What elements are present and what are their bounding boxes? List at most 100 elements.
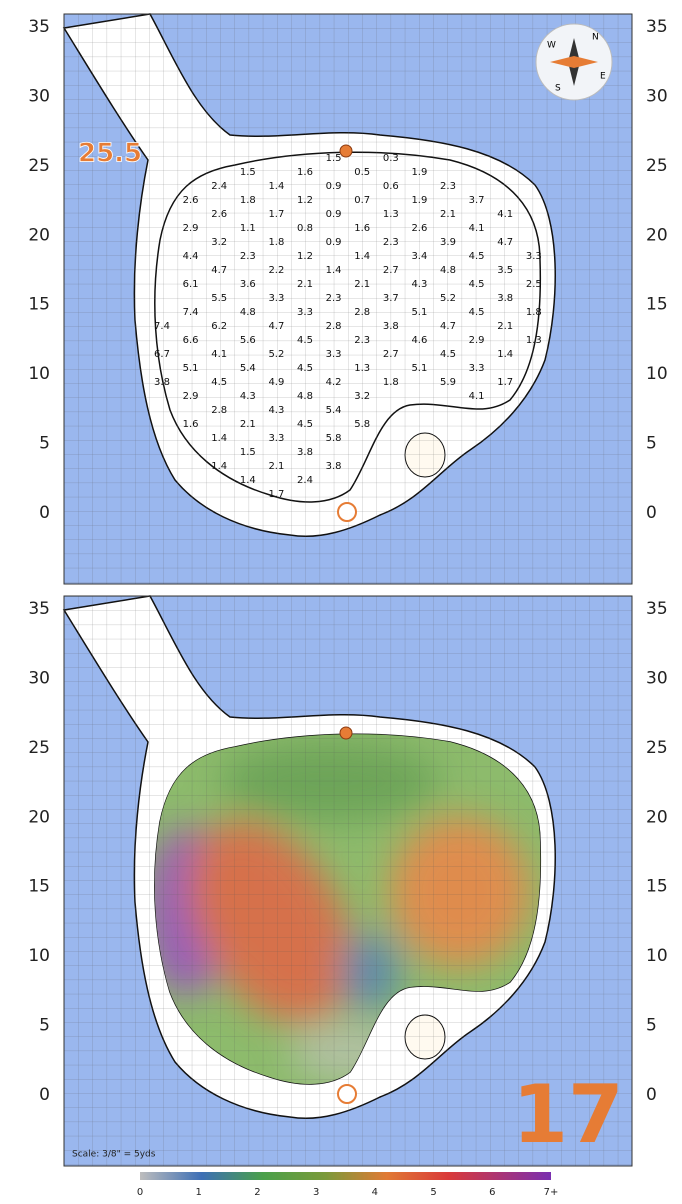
slope-value: 3.3 [526, 251, 542, 262]
slope-value: 3.3 [469, 363, 485, 374]
slope-value: 4.5 [211, 377, 227, 388]
slope-value: 2.9 [183, 223, 199, 234]
slope-value: 2.3 [240, 251, 256, 262]
y-axis-label: 0 [39, 503, 50, 523]
slope-value: 3.2 [354, 391, 370, 402]
y-axis-label: 25 [646, 156, 668, 176]
slope-value: 2.1 [268, 461, 284, 472]
pin [339, 144, 353, 158]
slope-value: 5.8 [354, 419, 370, 430]
slope-value: 3.7 [383, 293, 399, 304]
slope-value: 2.1 [497, 321, 513, 332]
slope-value: 1.5 [326, 153, 342, 164]
slope-value: 2.1 [440, 209, 456, 220]
legend-label: 7+ [544, 1187, 559, 1198]
slope-value: 3.8 [297, 447, 313, 458]
slope-value: 1.7 [497, 377, 513, 388]
slope-value: 5.5 [211, 293, 227, 304]
y-axis-label: 20 [28, 225, 50, 245]
slope-value: 4.7 [440, 321, 456, 332]
slope-value: 2.6 [211, 209, 227, 220]
y-axis-label: 35 [646, 17, 668, 37]
y-axis-label: 25 [28, 738, 50, 758]
y-axis-label: 35 [28, 17, 50, 37]
y-axis-label: 5 [646, 434, 657, 454]
slope-value: 1.9 [411, 167, 427, 178]
slope-value: 2.3 [354, 335, 370, 346]
slope-value: 2.6 [183, 195, 199, 206]
slope-value: 6.7 [154, 349, 170, 360]
slope-value: 1.9 [411, 195, 427, 206]
slope-value: 7.4 [183, 307, 199, 318]
slope-value: 5.2 [268, 349, 284, 360]
legend-label: 1 [196, 1187, 202, 1198]
slope-value: 1.8 [240, 195, 256, 206]
slope-value: 0.6 [383, 181, 399, 192]
legend-label: 0 [137, 1187, 143, 1198]
slope-value: 5.9 [440, 377, 456, 388]
slope-value: 0.9 [326, 209, 342, 220]
slope-value: 3.8 [154, 377, 170, 388]
slope-value: 2.4 [297, 475, 313, 486]
slope-value: 4.1 [469, 223, 485, 234]
y-axis-label: 10 [28, 946, 50, 966]
slope-value: 2.8 [211, 405, 227, 416]
slope-value: 4.7 [211, 265, 227, 276]
slope-value: 4.8 [240, 307, 256, 318]
slope-value: 3.8 [383, 321, 399, 332]
slope-value: 3.3 [268, 293, 284, 304]
slope-value: 4.2 [326, 377, 342, 388]
slope-value: 3.3 [297, 307, 313, 318]
slope-value: 4.5 [469, 251, 485, 262]
slope-value: 2.7 [383, 265, 399, 276]
compass-e: E [600, 72, 606, 82]
y-axis-label: 15 [28, 295, 50, 315]
slope-value: 1.7 [268, 489, 284, 500]
slope-value: 2.8 [354, 307, 370, 318]
slope-value: 3.5 [497, 265, 513, 276]
slope-value: 5.1 [411, 307, 427, 318]
slope-value: 1.4 [240, 475, 256, 486]
scale-note: Scale: 3/8" = 5yds [72, 1150, 156, 1160]
slope-value: 2.6 [411, 223, 427, 234]
slope-value: 3.7 [469, 195, 485, 206]
slope-value: 3.2 [211, 237, 227, 248]
legend: 0 1 2 3 4 5 6 7+ [137, 1187, 559, 1198]
slope-value: 1.6 [297, 167, 313, 178]
slope-value: 6.2 [211, 321, 227, 332]
y-axis-label: 30 [646, 668, 668, 688]
slope-value: 3.9 [440, 237, 456, 248]
slope-value: 2.3 [440, 181, 456, 192]
slope-value: 3.4 [411, 251, 427, 262]
legend-label: 4 [372, 1187, 378, 1198]
slope-value: 4.4 [183, 251, 199, 262]
y-axis-label: 10 [646, 364, 668, 384]
slope-value: 0.3 [383, 153, 399, 164]
slope-value: 3.6 [240, 279, 256, 290]
y-axis-label: 15 [646, 877, 668, 897]
slope-value: 1.6 [183, 419, 199, 430]
legend-label: 5 [430, 1187, 436, 1198]
slope-value: 1.8 [526, 307, 542, 318]
y-axis-label: 30 [646, 86, 668, 106]
y-axis-label: 35 [646, 599, 668, 619]
slope-value: 2.7 [383, 349, 399, 360]
slope-value: 1.6 [354, 223, 370, 234]
slope-value: 2.2 [268, 265, 284, 276]
tee-marker [337, 1084, 357, 1104]
slope-value: 4.8 [297, 391, 313, 402]
hole-number: 17 [512, 1068, 623, 1161]
slope-value: 4.5 [297, 363, 313, 374]
slope-value: 0.9 [326, 237, 342, 248]
slope-value: 1.5 [240, 167, 256, 178]
slope-value: 3.3 [326, 349, 342, 360]
slope-value: 4.7 [497, 237, 513, 248]
slope-value: 0.9 [326, 181, 342, 192]
legend-label: 3 [313, 1187, 319, 1198]
slope-value: 2.1 [297, 279, 313, 290]
slope-value: 2.9 [183, 391, 199, 402]
tee-marker [337, 502, 357, 522]
slope-value: 4.3 [411, 279, 427, 290]
y-axis-label: 5 [646, 1016, 657, 1036]
